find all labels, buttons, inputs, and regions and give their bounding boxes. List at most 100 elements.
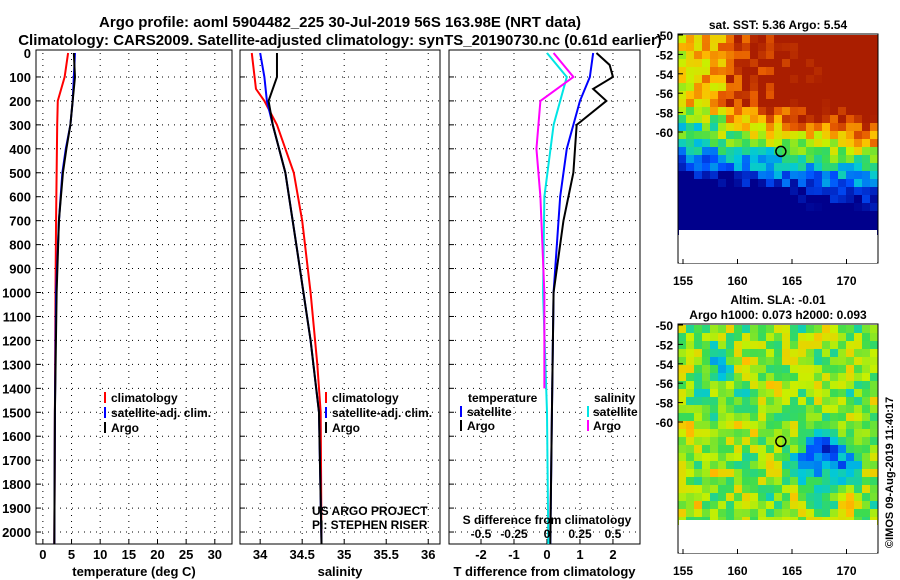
lon-tick-label: 170 xyxy=(836,274,856,288)
map-cell xyxy=(870,325,878,333)
map-cell xyxy=(694,131,702,139)
map-cell xyxy=(758,123,766,131)
map-cell xyxy=(678,99,686,107)
map-cell xyxy=(838,421,846,429)
map-cell xyxy=(806,485,814,493)
map-cell xyxy=(862,91,870,99)
map-cell xyxy=(798,469,806,477)
map-cell xyxy=(710,83,718,91)
map-cell xyxy=(702,421,710,429)
map-cell xyxy=(734,51,742,59)
map-cell xyxy=(742,147,750,155)
map-cell xyxy=(678,509,686,517)
map-cell xyxy=(774,51,782,59)
map-cell xyxy=(686,453,694,461)
map-cell xyxy=(830,99,838,107)
map-cell xyxy=(734,147,742,155)
map-cell xyxy=(806,211,814,219)
map-cell xyxy=(686,219,694,227)
map-cell xyxy=(774,357,782,365)
map-cell xyxy=(702,179,710,187)
map-cell xyxy=(798,341,806,349)
map-cell xyxy=(838,131,846,139)
map-cell xyxy=(718,59,726,67)
map-cell xyxy=(814,357,822,365)
map-cell xyxy=(790,325,798,333)
map-cell xyxy=(726,171,734,179)
legend-swatch xyxy=(587,406,589,417)
map-cell xyxy=(790,155,798,163)
map-cell xyxy=(774,147,782,155)
map-cell xyxy=(782,171,790,179)
map-cell xyxy=(798,107,806,115)
map-cell xyxy=(862,131,870,139)
map-cell xyxy=(718,123,726,131)
map-cell xyxy=(686,163,694,171)
map-cell xyxy=(870,75,878,83)
map-cell xyxy=(798,493,806,501)
map-cell xyxy=(814,501,822,509)
map-cell xyxy=(774,421,782,429)
map-cell xyxy=(678,437,686,445)
map-cell xyxy=(846,469,854,477)
map-cell xyxy=(822,147,830,155)
sla-map xyxy=(678,325,878,525)
map-cell xyxy=(742,75,750,83)
map-cell xyxy=(806,43,814,51)
map-cell xyxy=(854,501,862,509)
depth-tick-label: 400 xyxy=(9,142,31,157)
map-cell xyxy=(750,147,758,155)
map-cell xyxy=(806,405,814,413)
map-cell xyxy=(686,107,694,115)
map-cell xyxy=(822,211,830,219)
map-cell xyxy=(854,43,862,51)
map-cell xyxy=(718,131,726,139)
map-cell xyxy=(758,357,766,365)
map-cell xyxy=(678,195,686,203)
map-cell xyxy=(790,147,798,155)
map-cell xyxy=(830,35,838,43)
map-cell xyxy=(678,381,686,389)
map-cell xyxy=(766,179,774,187)
map-cell xyxy=(726,83,734,91)
map-cell xyxy=(702,131,710,139)
map-cell xyxy=(742,131,750,139)
map-cell xyxy=(782,373,790,381)
legend-label: satellite xyxy=(467,405,512,419)
x-tick-label: 35.5 xyxy=(374,547,399,562)
map-cell xyxy=(822,83,830,91)
x-tick-label: 35 xyxy=(337,547,351,562)
map-cell xyxy=(854,477,862,485)
map-cell xyxy=(854,91,862,99)
map-cell xyxy=(742,91,750,99)
map-cell xyxy=(822,373,830,381)
lat-tick-label: -54 xyxy=(656,68,674,82)
map-cell xyxy=(798,171,806,179)
map-cell xyxy=(798,501,806,509)
map-cell xyxy=(814,35,822,43)
map-cell xyxy=(742,405,750,413)
map-cell xyxy=(718,67,726,75)
map-cell xyxy=(742,365,750,373)
map-cell xyxy=(750,43,758,51)
map-cell xyxy=(870,171,878,179)
map-cell xyxy=(814,477,822,485)
map-cell xyxy=(822,349,830,357)
map-cell xyxy=(782,163,790,171)
x-tick-label: 34 xyxy=(253,547,268,562)
map-cell xyxy=(854,139,862,147)
map-cell xyxy=(742,325,750,333)
map-cell xyxy=(686,115,694,123)
map-cell xyxy=(806,75,814,83)
map-cell xyxy=(782,357,790,365)
map-cell xyxy=(750,35,758,43)
map-cell xyxy=(742,59,750,67)
map-cell xyxy=(870,405,878,413)
map-cell xyxy=(710,99,718,107)
map-cell xyxy=(726,131,734,139)
map-cell xyxy=(806,333,814,341)
map-cell xyxy=(718,429,726,437)
map-cell xyxy=(822,139,830,147)
map-cell xyxy=(726,163,734,171)
map-cell xyxy=(718,333,726,341)
